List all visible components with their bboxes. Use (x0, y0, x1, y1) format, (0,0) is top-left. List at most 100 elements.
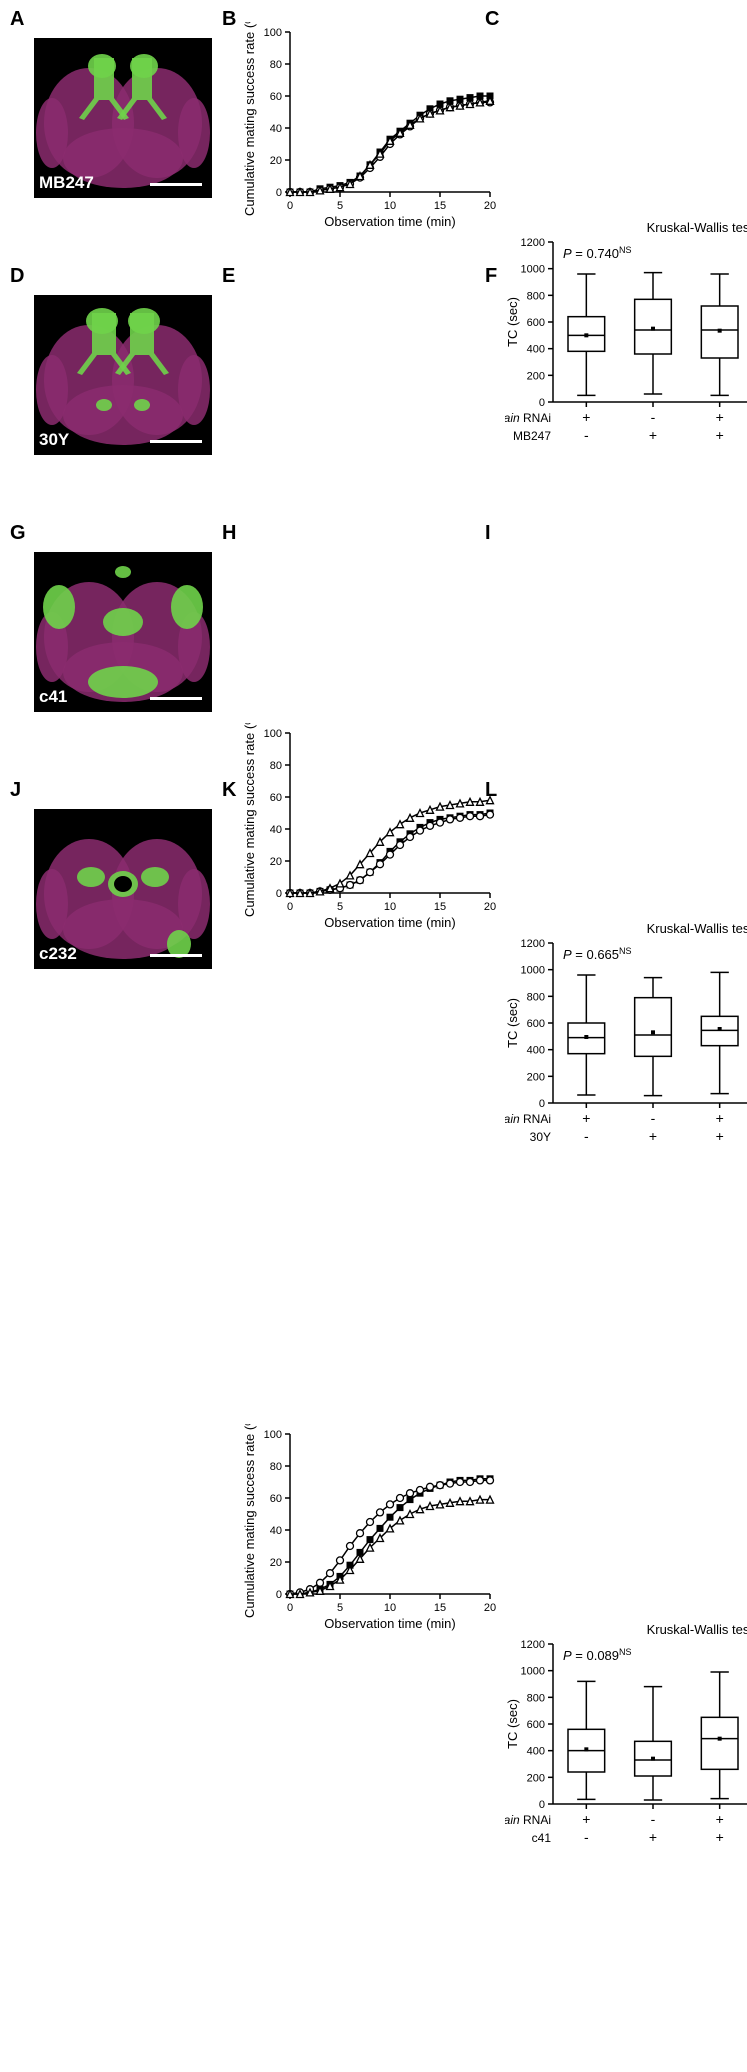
svg-text:TC (sec): TC (sec) (505, 998, 520, 1048)
svg-text:1000: 1000 (521, 1666, 545, 1678)
scale-bar (150, 440, 202, 443)
svg-text:1200: 1200 (521, 237, 545, 249)
scale-bar (150, 954, 202, 957)
svg-text:0: 0 (539, 1799, 545, 1811)
svg-text:0: 0 (539, 1098, 545, 1110)
svg-text:10: 10 (384, 1602, 396, 1614)
panel-letter: J (10, 779, 21, 802)
svg-text:10: 10 (384, 901, 396, 913)
brain-label: c232 (39, 944, 77, 964)
svg-text:800: 800 (527, 290, 545, 302)
brain-panel: c232 (34, 809, 212, 969)
svg-text:20: 20 (484, 901, 496, 913)
svg-text:-: - (584, 427, 589, 443)
svg-text:Kruskal-Wallis test: Kruskal-Wallis test (647, 220, 747, 235)
svg-text:20: 20 (484, 1602, 496, 1614)
svg-text:40: 40 (270, 824, 282, 836)
svg-text:0: 0 (287, 901, 293, 913)
brain-label: MB247 (39, 173, 94, 193)
svg-text:0: 0 (539, 397, 545, 409)
brain-label: c41 (39, 687, 67, 707)
svg-text:80: 80 (270, 760, 282, 772)
panel-letter: D (10, 265, 24, 288)
svg-text:200: 200 (527, 370, 545, 382)
svg-text:10: 10 (384, 200, 396, 212)
svg-text:0: 0 (276, 888, 282, 900)
svg-text:60: 60 (270, 792, 282, 804)
svg-text:-: - (651, 409, 656, 425)
svg-text:15: 15 (434, 1602, 446, 1614)
line-chart: 02040608010005101520Observation time (mi… (240, 1424, 500, 1634)
svg-text:Cumulative mating success rate: Cumulative mating success rate (%) (242, 1424, 257, 1618)
panel-letter: I (485, 522, 491, 545)
svg-text:TC (sec): TC (sec) (505, 297, 520, 347)
svg-text:40: 40 (270, 1525, 282, 1537)
svg-text:1000: 1000 (521, 965, 545, 977)
svg-text:+: + (649, 1829, 657, 1845)
svg-text:+: + (716, 1811, 724, 1827)
svg-text:0: 0 (276, 187, 282, 199)
svg-text:P = 0.665NS: P = 0.665NS (563, 946, 632, 962)
panel-letter: A (10, 8, 24, 31)
svg-text:20: 20 (484, 200, 496, 212)
svg-text:+: + (716, 1829, 724, 1845)
svg-text:+: + (582, 1811, 590, 1827)
panel-letter: F (485, 265, 497, 288)
brain-image: MB247 (34, 38, 212, 198)
svg-text:200: 200 (527, 1071, 545, 1083)
svg-text:MB247: MB247 (513, 429, 551, 443)
svg-text:-: - (584, 1829, 589, 1845)
brain-panel: MB247 (34, 38, 212, 198)
svg-text:UAS-pain RNAi: UAS-pain RNAi (505, 1813, 551, 1827)
box-plot: Kruskal-Wallis test P = 0.089NS 0 200 400 600… (505, 1622, 747, 1856)
brain-panel: 30Y (34, 295, 212, 455)
svg-text:400: 400 (527, 1746, 545, 1758)
svg-text:+: + (716, 427, 724, 443)
svg-text:Observation time (min): Observation time (min) (324, 915, 455, 930)
line-panel: 02040608010005101520Observation time (mi… (240, 723, 747, 933)
svg-text:5: 5 (337, 200, 343, 212)
brain-label: 30Y (39, 430, 69, 450)
svg-text:Observation time (min): Observation time (min) (324, 1616, 455, 1631)
box-panel: Kruskal-Wallis testP = 0.740NS0200400600… (505, 220, 747, 454)
svg-text:15: 15 (434, 901, 446, 913)
svg-text:1200: 1200 (521, 938, 545, 950)
svg-text:0: 0 (276, 1589, 282, 1601)
svg-text:P = 0.089NS: P = 0.089NS (563, 1647, 632, 1663)
line-panel: 02040608010005101520Observation time (mi… (240, 22, 747, 232)
svg-text:800: 800 (527, 1692, 545, 1704)
scale-bar (150, 697, 202, 700)
box-panel: Kruskal-Wallis testP = 0.665NS0200400600… (505, 921, 747, 1155)
svg-text:UAS-pain RNAi: UAS-pain RNAi (505, 411, 551, 425)
svg-text:60: 60 (270, 91, 282, 103)
svg-text:600: 600 (527, 1719, 545, 1731)
svg-text:+: + (582, 409, 590, 425)
svg-text:+: + (716, 1128, 724, 1144)
svg-text:30Y: 30Y (530, 1130, 551, 1144)
panel-letter: K (222, 779, 236, 802)
svg-text:-: - (651, 1811, 656, 1827)
svg-text:0: 0 (287, 200, 293, 212)
svg-text:-: - (584, 1128, 589, 1144)
svg-text:200: 200 (527, 1772, 545, 1784)
svg-text:Cumulative mating success rate: Cumulative mating success rate (%) (242, 723, 257, 917)
svg-text:-: - (651, 1110, 656, 1126)
svg-text:400: 400 (527, 1045, 545, 1057)
svg-text:0: 0 (287, 1602, 293, 1614)
svg-text:100: 100 (264, 728, 282, 740)
panel-letter: C (485, 8, 499, 31)
svg-text:Observation time (min): Observation time (min) (324, 214, 455, 229)
svg-text:400: 400 (527, 344, 545, 356)
svg-text:20: 20 (270, 155, 282, 167)
svg-text:Kruskal-Wallis test: Kruskal-Wallis test (647, 1622, 747, 1637)
line-panel: 02040608010005101520Observation time (mi… (240, 1424, 747, 1634)
svg-text:80: 80 (270, 59, 282, 71)
svg-text:UAS-pain RNAi: UAS-pain RNAi (505, 1112, 551, 1126)
svg-text:TC (sec): TC (sec) (505, 1699, 520, 1749)
svg-text:+: + (582, 1110, 590, 1126)
panel-letter: E (222, 265, 235, 288)
svg-text:+: + (649, 1128, 657, 1144)
brain-image: c41 (34, 552, 212, 712)
svg-text:100: 100 (264, 1429, 282, 1441)
box-plot: Kruskal-Wallis testP = 0.665NS0200400600… (505, 921, 747, 1155)
